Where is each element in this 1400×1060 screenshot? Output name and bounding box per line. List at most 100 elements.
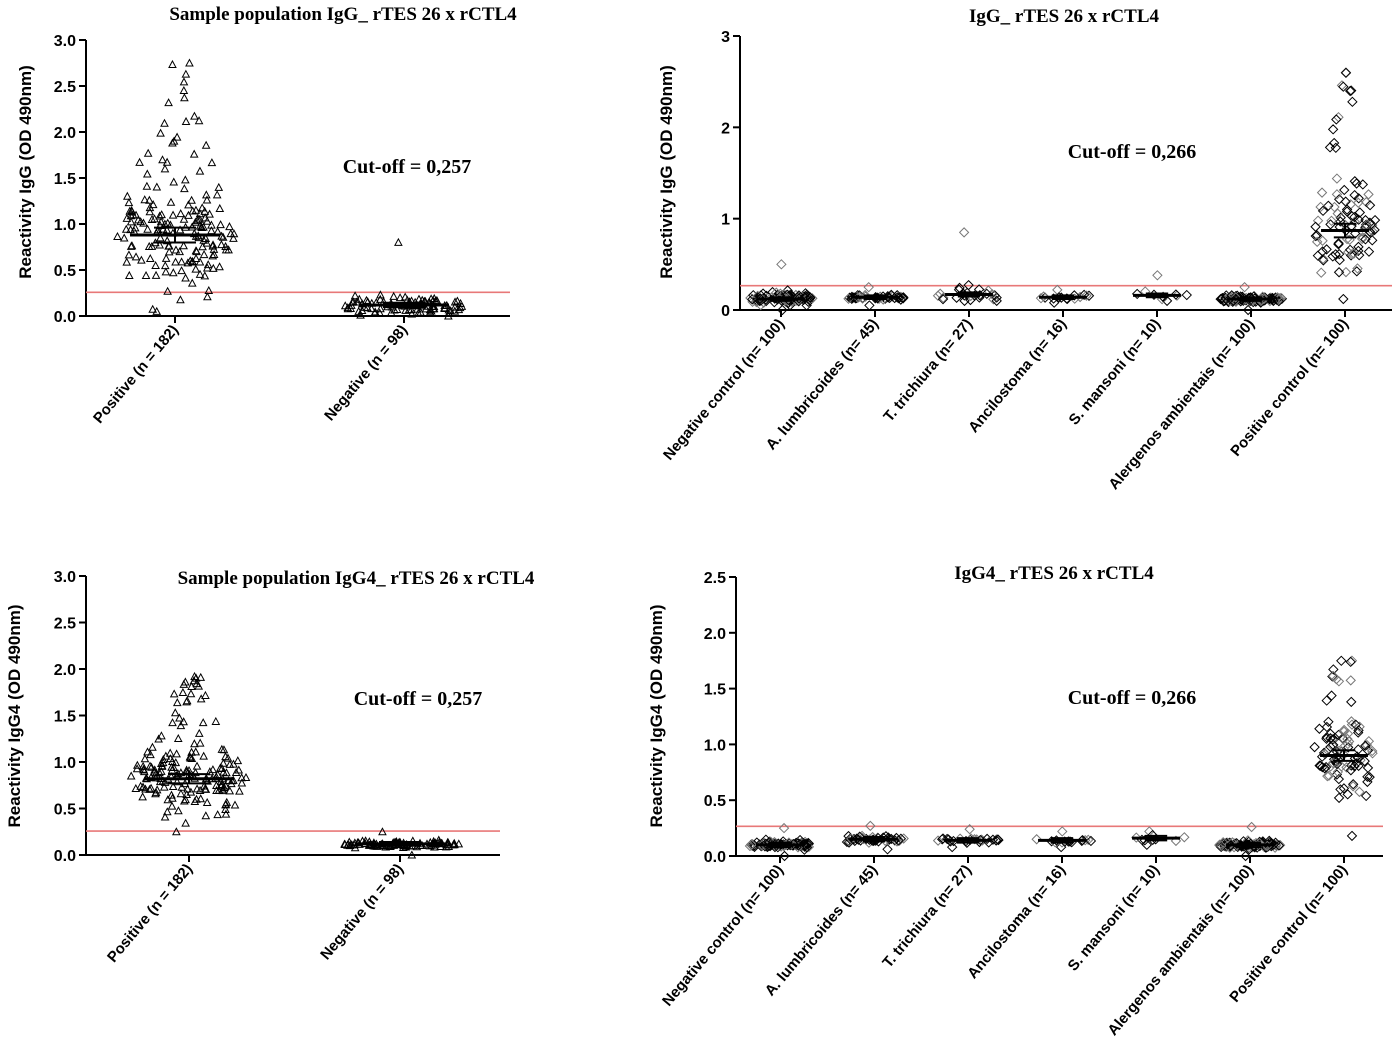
data-point <box>167 762 176 771</box>
data-point <box>188 206 198 215</box>
data-point <box>1333 773 1345 785</box>
data-point <box>181 116 191 125</box>
data-point <box>946 841 958 853</box>
data-point <box>1351 758 1362 769</box>
data-point <box>175 713 184 722</box>
data-point <box>390 305 399 314</box>
data-point <box>450 840 459 849</box>
data-point <box>1310 230 1321 242</box>
data-point <box>196 794 206 803</box>
data-point <box>1310 221 1321 232</box>
data-point <box>1320 761 1332 773</box>
data-point <box>124 270 134 279</box>
data-point <box>793 293 805 304</box>
data-point <box>376 290 385 299</box>
data-point <box>1333 248 1345 260</box>
data-point <box>187 753 197 763</box>
data-point <box>425 837 435 846</box>
data-point <box>776 259 787 270</box>
data-point <box>143 224 152 233</box>
data-point <box>362 295 371 304</box>
data-point <box>1348 248 1360 259</box>
data-point <box>212 190 222 199</box>
data-point <box>1327 734 1339 745</box>
plot-area: 0.0 0.5 1.0 1.5 2.0 2.5 3.0 Positive (n = 182) N… <box>54 33 510 427</box>
data-point <box>186 689 196 698</box>
data-point <box>217 240 226 249</box>
data-point <box>1345 85 1357 96</box>
data-point <box>124 250 134 259</box>
data-point <box>225 222 234 231</box>
data-point <box>201 811 211 820</box>
data-point <box>207 158 217 167</box>
data-point <box>1357 179 1369 190</box>
data-point <box>1326 215 1337 227</box>
data-point <box>163 286 172 295</box>
data-point <box>208 765 218 774</box>
data-point <box>1356 233 1368 245</box>
data-point <box>1273 840 1285 851</box>
data-point <box>755 293 766 304</box>
data-point <box>987 834 999 845</box>
data-point <box>1363 189 1374 200</box>
data-point <box>992 834 1004 845</box>
x-tick-label: A. lumbricoides (n= 45) <box>763 316 882 454</box>
data-point <box>148 304 158 313</box>
data-point <box>215 203 225 212</box>
data-point <box>1345 656 1356 668</box>
data-point <box>450 297 460 306</box>
data-point <box>932 835 944 846</box>
data-point <box>986 288 998 300</box>
data-point <box>145 253 155 263</box>
data-point <box>143 747 152 756</box>
data-point <box>1338 81 1349 92</box>
cutoff-label: Cut-off = 0,257 <box>343 156 472 178</box>
data-point <box>1333 267 1345 278</box>
data-point <box>844 833 856 845</box>
data-point <box>370 308 380 317</box>
data-point <box>201 690 210 699</box>
data-point <box>1353 760 1364 772</box>
data-point <box>229 233 238 242</box>
data-point <box>172 132 182 141</box>
data-point <box>456 298 465 307</box>
data-point <box>1349 189 1360 201</box>
data-point <box>224 775 233 785</box>
data-point <box>155 233 165 242</box>
data-point <box>1069 290 1080 301</box>
data-point <box>170 708 180 717</box>
data-point <box>1170 289 1182 300</box>
data-point <box>168 793 177 802</box>
data-point <box>1353 193 1364 204</box>
data-point <box>169 177 179 186</box>
data-point <box>863 281 874 293</box>
data-point <box>180 175 190 184</box>
data-point <box>222 768 231 777</box>
data-point <box>1331 674 1342 685</box>
data-point <box>1152 270 1163 281</box>
data-point <box>1057 826 1068 837</box>
data-point <box>965 294 976 306</box>
data-point <box>145 761 155 770</box>
data-point <box>407 309 417 318</box>
plot-area: 0.0 0.5 1.0 1.5 2.0 2.5 3.0 Positive (n = 182) N… <box>54 569 500 966</box>
data-point <box>199 250 209 259</box>
data-point <box>197 222 206 231</box>
data-point <box>1340 266 1352 278</box>
data-point <box>1346 760 1357 771</box>
data-point <box>1031 834 1042 845</box>
data-point <box>1341 762 1352 773</box>
data-point <box>1181 289 1192 301</box>
data-point <box>932 290 944 301</box>
y-tick-label: 1.5 <box>54 171 76 188</box>
data-point <box>1340 67 1352 78</box>
data-point <box>181 273 190 282</box>
data-point <box>160 118 169 127</box>
data-point <box>191 673 201 682</box>
data-point <box>375 294 385 303</box>
data-point <box>1216 840 1227 852</box>
data-point <box>211 716 221 725</box>
data-point <box>1336 80 1348 91</box>
data-point <box>798 839 810 850</box>
data-point <box>175 225 185 234</box>
